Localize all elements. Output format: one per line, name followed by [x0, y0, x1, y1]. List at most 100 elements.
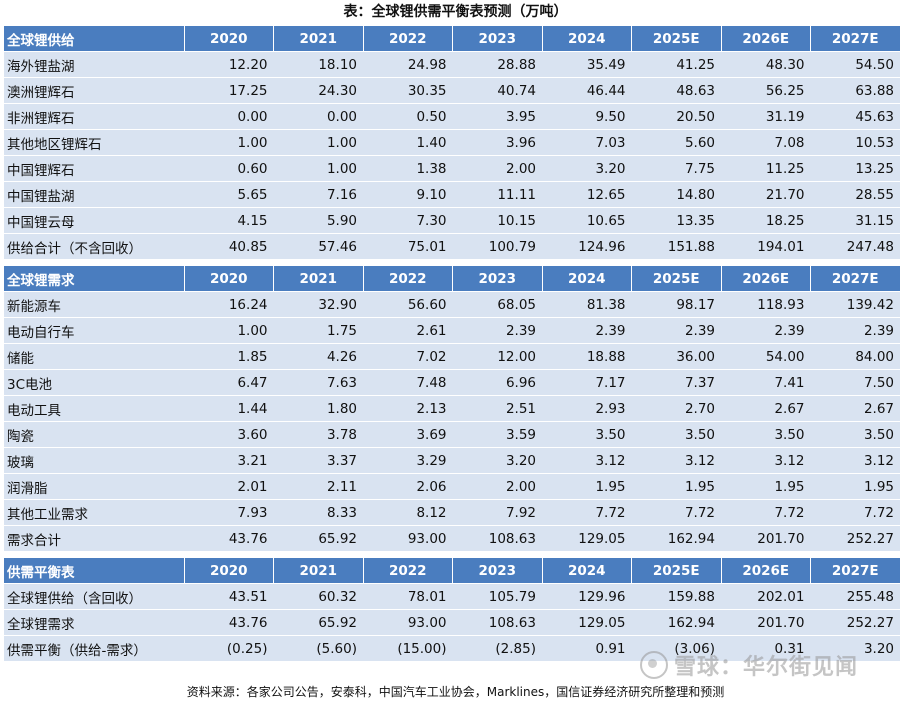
value-cell: 7.16 — [273, 181, 363, 208]
year-header-cell: 2024 — [542, 266, 632, 292]
value-cell: 3.60 — [184, 421, 274, 448]
value-cell: 1.38 — [363, 155, 453, 182]
value-cell: 93.00 — [363, 609, 453, 636]
source-note: 资料来源：各家公司公告，安泰科，中国汽车工业协会，Marklines，国信证券经… — [186, 685, 725, 699]
value-cell: 3.21 — [184, 447, 274, 474]
value-cell: 2.39 — [452, 317, 542, 344]
row-label: 电动自行车 — [4, 317, 184, 344]
value-cell: 31.19 — [721, 103, 811, 130]
value-cell: 3.95 — [452, 103, 542, 130]
value-cell: 118.93 — [721, 291, 811, 318]
value-cell: 84.00 — [810, 343, 900, 370]
row-label: 供给合计（不含回收） — [4, 233, 184, 260]
value-cell: 30.35 — [363, 77, 453, 104]
year-header-cell: 2021 — [273, 26, 364, 52]
value-cell: 24.98 — [363, 51, 453, 78]
value-cell: 7.08 — [721, 129, 811, 156]
value-cell: 1.44 — [184, 395, 274, 422]
value-cell: 48.30 — [721, 51, 811, 78]
value-cell: 129.05 — [542, 609, 632, 636]
table-row: 陶瓷 3.60 3.78 3.69 3.59 3.50 3.50 3.50 3.50 — [4, 421, 900, 448]
value-cell: 48.63 — [631, 77, 721, 104]
value-cell: 0.91 — [542, 635, 632, 662]
value-cell: 2.01 — [184, 473, 274, 500]
row-label: 储能 — [4, 343, 184, 370]
year-header-cell: 2022 — [363, 26, 453, 52]
value-cell: 18.25 — [721, 207, 811, 234]
value-cell: 7.63 — [273, 369, 363, 396]
row-label: 新能源车 — [4, 291, 184, 318]
value-cell: 5.65 — [184, 181, 274, 208]
value-cell: 21.70 — [721, 181, 811, 208]
value-cell: 41.25 — [631, 51, 721, 78]
section-header-label: 供需平衡表 — [4, 558, 185, 584]
value-cell: 0.60 — [184, 155, 274, 182]
value-cell: 1.00 — [184, 129, 274, 156]
section-header-row: 供需平衡表 2020 2021 2022 2023 2024 2025E 2026E 2027E — [4, 558, 901, 584]
value-cell: 1.00 — [273, 155, 363, 182]
value-cell: 7.02 — [363, 343, 453, 370]
value-cell: 3.59 — [452, 421, 542, 448]
value-cell: 1.95 — [721, 473, 811, 500]
value-cell: 18.10 — [273, 51, 363, 78]
value-cell: 3.12 — [542, 447, 632, 474]
table-row: 其他地区锂辉石 1.00 1.00 1.40 3.96 7.03 5.60 7.08 10.53 — [4, 129, 900, 156]
value-cell: 2.00 — [452, 155, 542, 182]
value-cell: 5.90 — [273, 207, 363, 234]
value-cell: 129.96 — [542, 583, 632, 610]
value-cell: 9.10 — [363, 181, 453, 208]
value-cell: 2.51 — [452, 395, 542, 422]
value-cell: 2.93 — [542, 395, 632, 422]
value-cell: 7.72 — [810, 499, 900, 526]
value-cell: 3.50 — [542, 421, 632, 448]
value-cell: 0.00 — [184, 103, 274, 130]
row-label: 电动工具 — [4, 395, 184, 422]
value-cell: 3.29 — [363, 447, 453, 474]
value-cell: 3.50 — [631, 421, 721, 448]
value-cell: 1.75 — [273, 317, 363, 344]
value-cell: 14.80 — [631, 181, 721, 208]
value-cell: 3.20 — [452, 447, 542, 474]
value-cell: 100.79 — [452, 233, 542, 260]
value-cell: 81.38 — [542, 291, 632, 318]
year-header-cell: 2026E — [721, 558, 811, 584]
value-cell: 12.65 — [542, 181, 632, 208]
lithium-balance-table: 全球锂供给 2020 2021 2022 2023 2024 2025E 2026E 2027E… — [4, 26, 901, 662]
table-row: 中国锂云母 4.15 5.90 7.30 10.15 10.65 13.35 18.25 31.… — [4, 207, 900, 234]
value-cell: 129.05 — [542, 525, 632, 552]
value-cell: 7.93 — [184, 499, 274, 526]
value-cell: 9.50 — [542, 103, 632, 130]
value-cell: 3.96 — [452, 129, 542, 156]
value-cell: 0.31 — [721, 635, 811, 662]
value-cell: 35.49 — [542, 51, 632, 78]
year-header-cell: 2023 — [452, 558, 543, 584]
value-cell: 56.60 — [363, 291, 453, 318]
value-cell: 0.50 — [363, 103, 453, 130]
row-label: 全球锂供给（含回收） — [4, 583, 184, 610]
table-row: 电动工具 1.44 1.80 2.13 2.51 2.93 2.70 2.67 2.67 — [4, 395, 900, 422]
year-header-cell: 2022 — [363, 558, 453, 584]
value-cell: 18.88 — [542, 343, 632, 370]
row-label: 需求合计 — [4, 525, 184, 552]
value-cell: 2.67 — [721, 395, 811, 422]
value-cell: 2.70 — [631, 395, 721, 422]
row-label: 中国锂盐湖 — [4, 181, 184, 208]
value-cell: 7.37 — [631, 369, 721, 396]
value-cell: 93.00 — [363, 525, 453, 552]
value-cell: 28.88 — [452, 51, 542, 78]
table-row: 中国锂辉石 0.60 1.00 1.38 2.00 3.20 7.75 11.25 13.25 — [4, 155, 900, 182]
value-cell: 11.25 — [721, 155, 811, 182]
table-row: 需求合计 43.76 65.92 93.00 108.63 129.05 162.94 201… — [4, 525, 900, 552]
value-cell: 60.32 — [273, 583, 363, 610]
row-label: 非洲锂辉石 — [4, 103, 184, 130]
section-header-label: 全球锂供给 — [4, 26, 185, 52]
table-row: 非洲锂辉石 0.00 0.00 0.50 3.95 9.50 20.50 31.19 45.63 — [4, 103, 900, 130]
section-gap — [4, 259, 900, 266]
value-cell: 16.24 — [184, 291, 274, 318]
value-cell: 2.06 — [363, 473, 453, 500]
value-cell: 3.20 — [542, 155, 632, 182]
year-header-cell: 2026E — [721, 266, 811, 292]
value-cell: 54.00 — [721, 343, 811, 370]
value-cell: 1.95 — [542, 473, 632, 500]
year-header-cell: 2020 — [184, 558, 274, 584]
